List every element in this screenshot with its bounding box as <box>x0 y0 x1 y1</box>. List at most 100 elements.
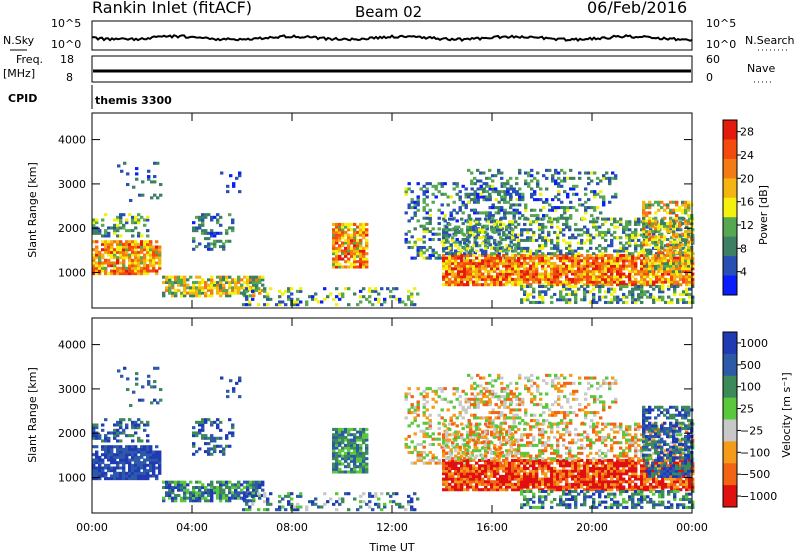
power-cell <box>508 267 512 271</box>
power-cell <box>631 264 635 268</box>
power-cell <box>460 280 464 284</box>
velocity-cell <box>347 508 351 512</box>
velocity-cell <box>338 497 342 501</box>
velocity-cell <box>410 411 414 415</box>
power-cell <box>431 251 435 255</box>
power-cell <box>493 238 497 242</box>
power-cell <box>601 233 605 237</box>
velocity-cell <box>113 436 117 440</box>
power-cell <box>344 287 348 291</box>
power-cell <box>640 277 644 281</box>
power-cell <box>687 200 691 204</box>
power-cell <box>584 208 588 212</box>
power-cell <box>451 238 455 242</box>
power-cell <box>242 292 246 296</box>
power-cell <box>140 215 144 219</box>
velocity-cell <box>407 494 411 498</box>
velocity-cell <box>499 461 503 465</box>
power-cell <box>110 253 114 257</box>
power-cell <box>523 280 527 284</box>
power-cell <box>398 300 402 304</box>
velocity-cell <box>428 458 432 462</box>
power-cell <box>511 269 515 273</box>
power-cell <box>584 200 588 204</box>
power-cell <box>673 272 677 276</box>
velocity-cell <box>485 437 489 441</box>
power-cell <box>353 222 357 226</box>
power-cell <box>541 264 545 268</box>
velocity-cell <box>201 423 205 427</box>
power-cell <box>204 286 208 290</box>
power-cell <box>225 291 229 295</box>
power-cell <box>532 230 536 234</box>
power-cell <box>625 220 629 224</box>
velocity-cell <box>344 470 348 474</box>
power-cell <box>487 253 491 257</box>
power-cell <box>216 218 220 222</box>
velocity-cell <box>466 461 470 465</box>
power-cell <box>687 235 691 239</box>
power-cell <box>610 280 614 284</box>
power-cell <box>568 246 572 250</box>
power-cell <box>478 272 482 276</box>
velocity-cell <box>134 423 138 427</box>
power-cell <box>642 224 646 228</box>
power-cell <box>335 254 339 258</box>
power-cell <box>460 283 464 287</box>
velocity-cell <box>496 480 500 484</box>
power-cell <box>684 200 688 204</box>
power-cell <box>437 222 441 226</box>
power-cell <box>505 259 509 263</box>
power-cell <box>616 261 620 265</box>
power-cell <box>128 229 132 233</box>
velocity-cell <box>101 474 105 478</box>
power-cell <box>598 283 602 287</box>
power-cell <box>651 224 655 228</box>
velocity-cell <box>508 464 512 468</box>
power-cell <box>547 272 551 276</box>
power-cell <box>110 226 114 230</box>
power-cell <box>569 200 573 204</box>
velocity-cell <box>353 470 357 474</box>
power-cell <box>165 278 169 282</box>
power-cell <box>131 240 135 244</box>
power-cell <box>652 272 656 276</box>
power-cell <box>353 244 357 248</box>
power-cell <box>643 267 647 271</box>
velocity-cell <box>511 469 515 473</box>
velocity-cell <box>505 466 509 470</box>
power-cell <box>655 259 659 263</box>
velocity-cell <box>461 427 465 431</box>
power-cell <box>663 237 667 242</box>
velocity-cell <box>496 461 500 465</box>
power-cell <box>494 243 498 247</box>
power-cell <box>395 297 399 301</box>
power-cell <box>554 208 558 212</box>
velocity-cell <box>484 488 488 492</box>
velocity-cell <box>487 480 491 484</box>
power-cell <box>605 171 609 175</box>
power-cell <box>619 253 623 257</box>
power-cell <box>651 240 655 244</box>
power-cell <box>458 190 462 194</box>
velocity-cell <box>252 480 256 484</box>
power-cell <box>628 228 632 232</box>
power-cell <box>538 244 542 248</box>
power-cell <box>252 280 256 285</box>
power-cell <box>152 250 156 254</box>
velocity-cell <box>365 427 369 431</box>
power-cell <box>655 284 659 289</box>
velocity-cell <box>113 458 117 462</box>
power-cell <box>341 257 345 261</box>
power-cell <box>155 261 159 265</box>
velocity-cell <box>137 477 141 481</box>
nsearch-label: N.Search <box>745 34 795 47</box>
velocity-cell <box>431 453 435 457</box>
power-cell <box>122 248 126 252</box>
power-cell <box>526 269 530 273</box>
velocity-cell <box>162 496 166 500</box>
power-cell <box>425 211 429 215</box>
power-cell <box>559 269 563 273</box>
velocity-cell <box>404 416 408 420</box>
power-cell <box>353 252 357 256</box>
